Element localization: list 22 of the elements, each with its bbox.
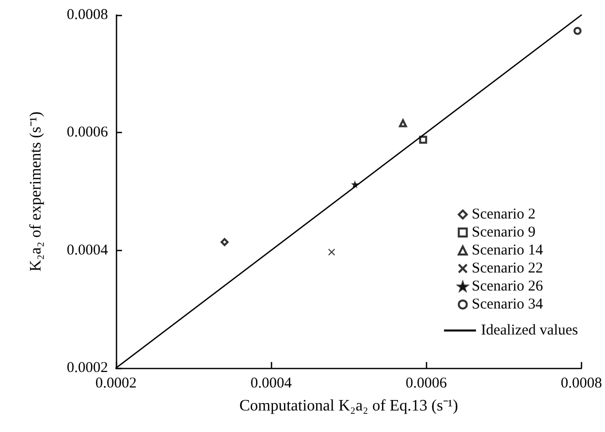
y-tick-label: 0.0008	[66, 7, 108, 23]
y-tick-label: 0.0004	[66, 242, 108, 258]
x-tick-label: 0.0002	[95, 376, 137, 392]
y-tick-label: 0.0006	[66, 124, 108, 141]
legend-label: Scenario 14	[472, 242, 544, 258]
legend-label: Idealized values	[480, 322, 578, 338]
legend-label: Scenario 34	[472, 296, 544, 312]
x-axis-title: Computational K₂a₂ of Eq.13 (s⁻¹)	[239, 398, 458, 414]
x-tick-label: 0.0008	[560, 376, 602, 392]
point	[419, 136, 428, 144]
y-axis-title: K₂a₂ of experiments (s⁻¹)	[28, 111, 44, 272]
legend-label: Scenario 26	[472, 278, 544, 294]
point	[398, 119, 407, 128]
legend-label: Scenario 22	[472, 260, 544, 276]
point	[220, 238, 229, 246]
point	[328, 248, 336, 256]
x-tick-label: 0.0004	[250, 376, 292, 392]
legend-label: Scenario 2	[472, 206, 536, 222]
legend-label: Scenario 9	[472, 224, 536, 240]
y-tick-label: 0.0002	[66, 360, 108, 376]
x-tick-label: 0.0006	[406, 376, 448, 392]
point	[574, 26, 582, 35]
